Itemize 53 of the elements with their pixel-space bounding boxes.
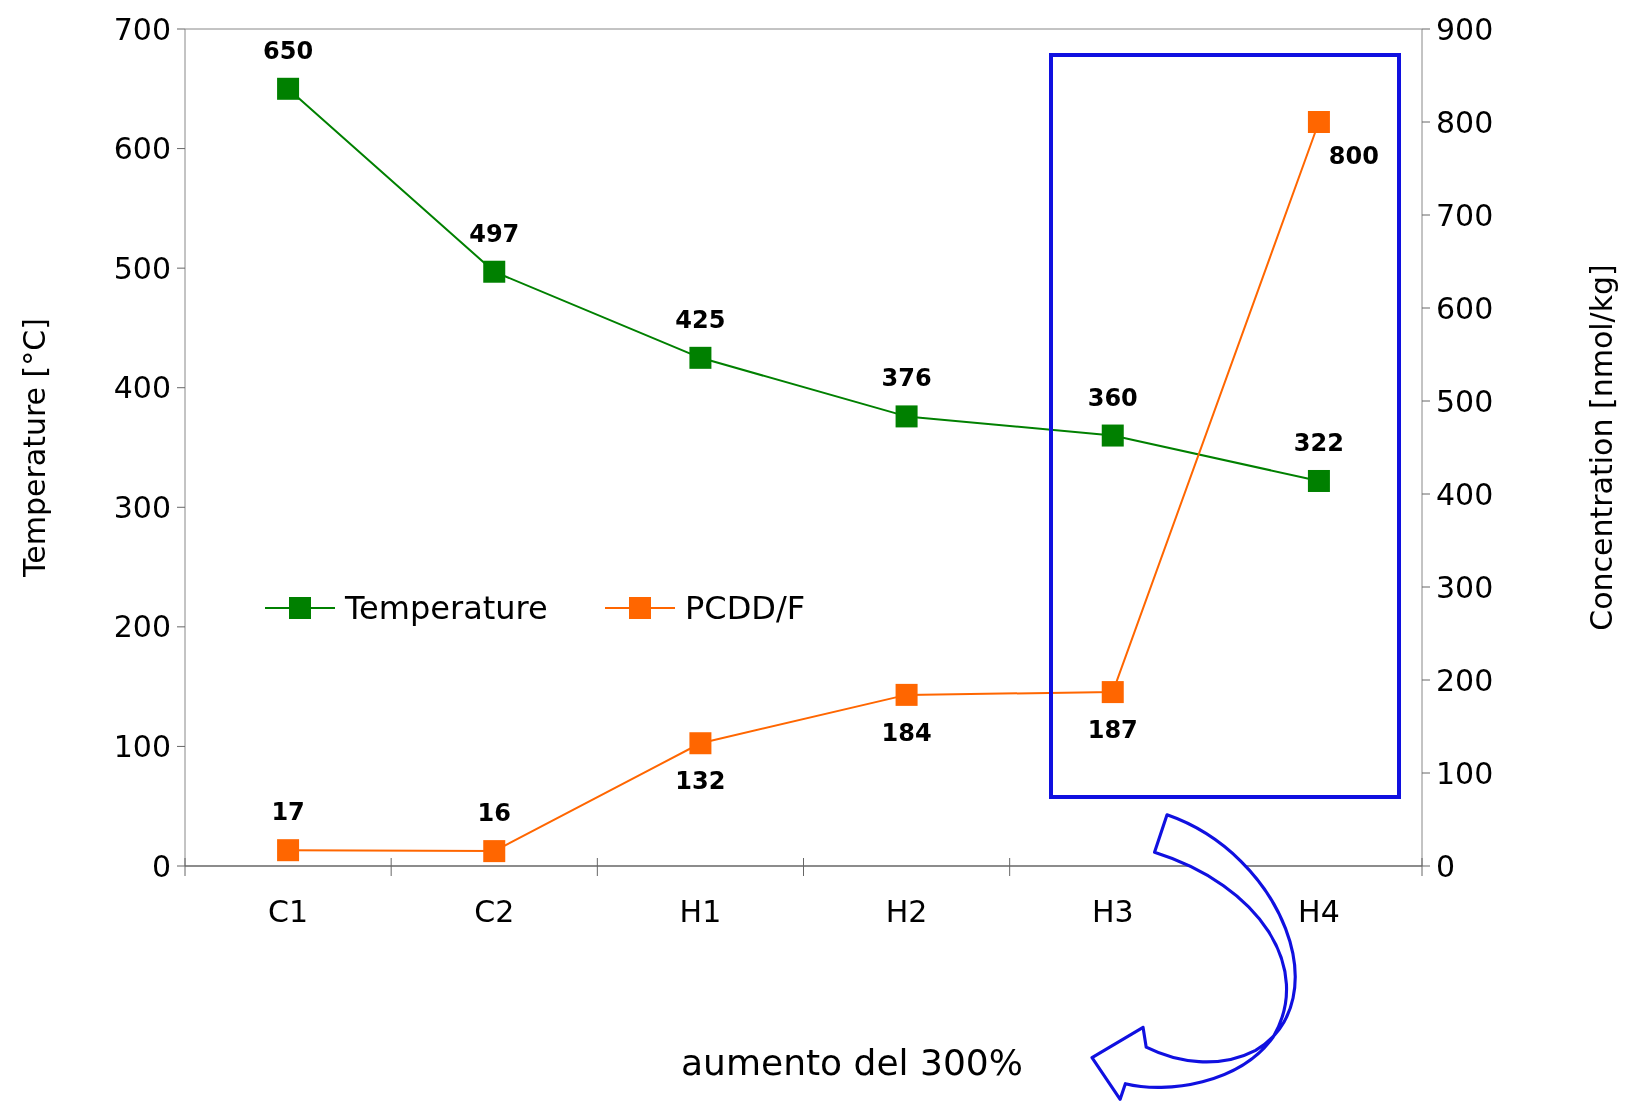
y-tick-label: 500 — [113, 250, 171, 286]
y-axis-title: Temperature [°C] — [17, 318, 52, 578]
data-label: 425 — [675, 305, 726, 334]
point — [689, 732, 712, 755]
x-tick-label: H3 — [1091, 894, 1134, 929]
point — [895, 405, 918, 428]
legend-label: Temperature — [344, 589, 548, 628]
y-tick-label: 600 — [113, 131, 171, 167]
point — [1101, 424, 1124, 447]
point — [483, 260, 506, 283]
legend-label: PCDD/F — [685, 589, 806, 628]
x-tick-label: H1 — [679, 894, 722, 929]
point — [689, 346, 712, 369]
y2-tick-label: 800 — [1436, 104, 1494, 140]
data-label: 376 — [881, 364, 932, 393]
data-label: 187 — [1087, 716, 1138, 745]
x-tick-label: H2 — [885, 894, 928, 929]
y2-tick-label: 900 — [1436, 11, 1494, 47]
point — [895, 683, 918, 706]
x-tick-label: H4 — [1298, 894, 1340, 929]
y2-axis-title: Concentration [nmol/kg] — [1584, 264, 1619, 631]
point — [277, 77, 300, 100]
point — [1101, 681, 1124, 704]
data-label: 800 — [1328, 142, 1379, 170]
y2-tick-label: 400 — [1436, 476, 1494, 512]
data-label: 650 — [263, 36, 314, 65]
point — [277, 839, 300, 862]
data-label: 322 — [1293, 428, 1344, 457]
y2-tick-label: 100 — [1436, 755, 1494, 791]
data-label: 16 — [477, 799, 511, 828]
y-tick-label: 300 — [113, 489, 171, 525]
data-label: 184 — [881, 718, 932, 747]
point — [1307, 469, 1330, 492]
y2-tick-label: 300 — [1436, 569, 1494, 605]
data-label: 360 — [1087, 383, 1138, 412]
y-tick-label: 700 — [113, 11, 171, 47]
y-tick-label: 400 — [113, 370, 171, 406]
y2-tick-label: 0 — [1436, 848, 1456, 884]
y2-tick-label: 200 — [1436, 662, 1494, 698]
y-tick-label: 200 — [113, 609, 171, 645]
y-tick-label: 0 — [151, 848, 171, 884]
point — [1307, 111, 1330, 133]
data-label: 497 — [469, 219, 520, 248]
point — [483, 840, 506, 863]
text: aumento del 300% — [681, 1042, 1023, 1083]
y2-tick-label: 700 — [1436, 197, 1494, 233]
data-label: 17 — [271, 798, 305, 827]
x-tick-label: C2 — [474, 894, 515, 929]
x-tick-label: C1 — [268, 894, 309, 929]
y2-tick-label: 600 — [1436, 290, 1494, 326]
data-label: 132 — [675, 767, 726, 796]
y2-tick-label: 500 — [1436, 383, 1494, 419]
y-tick-label: 100 — [113, 728, 171, 764]
